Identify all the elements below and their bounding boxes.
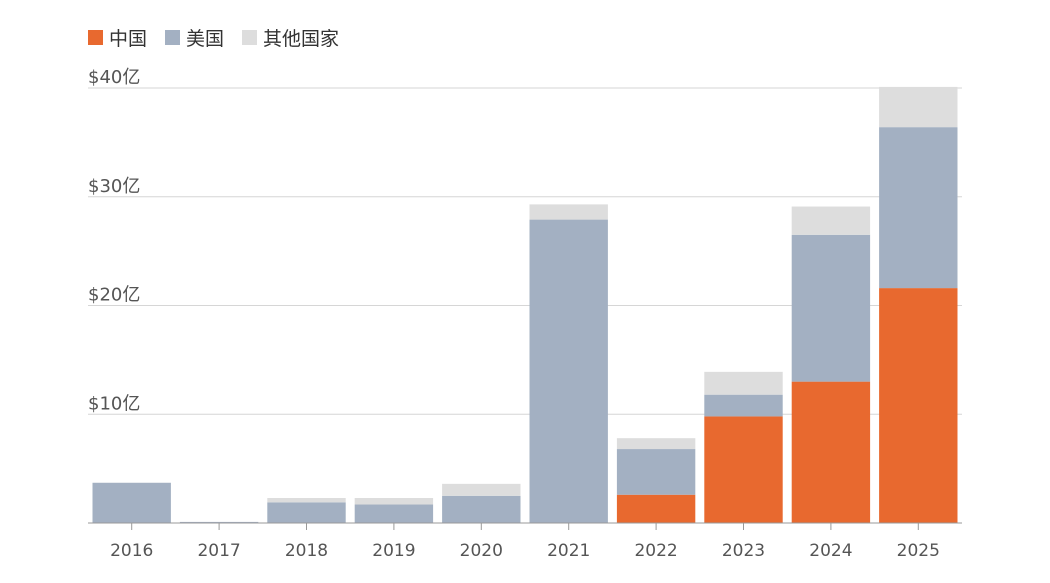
legend: 中国 美国 其他国家 [88,24,339,51]
bar-2016-series-1 [92,482,171,523]
bar-2020-series-1 [442,495,521,523]
legend-label-china: 中国 [109,28,148,50]
x-tick-label: 2020 [460,541,503,561]
legend-label-us: 美国 [186,28,225,50]
x-tick-label: 2019 [372,541,415,561]
x-tick-label: 2021 [547,541,590,561]
bar-2025-series-2 [879,86,958,128]
x-tick-label: 2024 [809,541,852,561]
bar-2021-series-1 [529,219,608,523]
x-tick-label: 2023 [722,541,765,561]
y-tick-label: $10亿 [88,393,140,414]
bar-2021-series-2 [529,204,608,220]
bar-2019-series-2 [354,497,434,505]
y-tick-label: $40亿 [88,67,140,88]
bar-2020-series-2 [442,483,521,496]
bar-2022-series-1 [616,449,696,495]
legend-label-other: 其他国家 [263,28,340,50]
bar-2017-series-1 [179,521,259,523]
bar-2025-series-0 [879,288,958,523]
bar-2022-series-0 [616,494,696,523]
bar-2018-series-2 [267,497,346,503]
bar-2019-series-1 [354,504,434,523]
bar-2024-series-2 [791,206,871,235]
legend-item-us: 美国 [165,24,224,51]
x-tick-label: 2016 [110,541,153,561]
bar-2024-series-1 [791,234,871,382]
x-tick-label: 2017 [197,541,240,561]
bar-2024-series-0 [791,381,871,523]
bar-2025-series-1 [879,127,958,289]
bar-2023-series-1 [704,394,783,417]
y-tick-label: $20亿 [88,285,140,306]
bar-2022-series-2 [616,438,696,450]
legend-swatch-us [165,30,181,45]
bar-2023-series-2 [704,371,783,395]
axes: $10亿 $20亿 $30亿 $40亿 2016 2017 2018 2019 2020 2021… [88,67,962,561]
x-tick-label: 2025 [897,541,940,561]
bar-2018-series-1 [267,502,346,523]
x-tick-label: 2018 [285,541,328,561]
legend-swatch-china [88,30,103,45]
legend-swatch-other [242,30,258,45]
bar-2023-series-0 [704,416,783,523]
y-tick-label: $30亿 [88,176,140,197]
legend-item-china: 中国 [88,24,147,51]
x-tick-label: 2022 [634,541,677,561]
legend-item-other: 其他国家 [242,24,339,51]
bars [92,86,958,523]
